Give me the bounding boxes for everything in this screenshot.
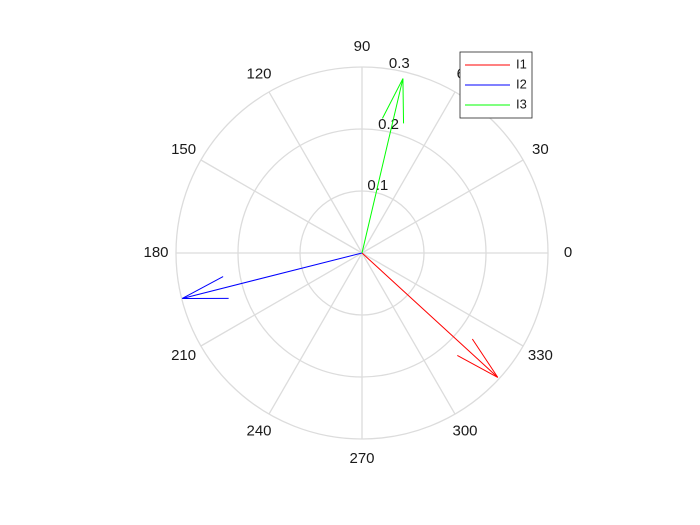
radial-tick-label: 0.3 [389, 55, 410, 72]
spoke-150 [200, 159, 363, 254]
arrow-I3 [361, 78, 405, 254]
legend-label-I1: I1 [516, 56, 527, 71]
legend-label-I2: I2 [516, 76, 527, 91]
arrow-head-I1 [471, 338, 499, 378]
grid-circle-0.3 [175, 66, 549, 440]
angle-tick-label-300: 300 [452, 422, 477, 439]
angle-tick-label-150: 150 [171, 141, 196, 158]
arrow-shaft-I1 [361, 252, 499, 378]
spoke-300 [361, 252, 456, 415]
angle-tick-label-210: 210 [171, 347, 196, 364]
arrow-I2 [182, 252, 363, 299]
grid-circle-0.2 [237, 128, 487, 378]
phasor-arrows [182, 78, 499, 378]
radial-tick-labels: 0.10.20.3 [367, 55, 409, 194]
spoke-120 [268, 91, 363, 254]
spoke-240 [268, 252, 363, 415]
angle-tick-label-330: 330 [528, 347, 553, 364]
angle-tick-label-0: 0 [564, 244, 572, 261]
spoke-60 [361, 91, 456, 254]
angle-tick-label-180: 180 [143, 244, 168, 261]
arrow-shaft-I2 [182, 252, 363, 299]
grid-circle-0.1 [299, 190, 425, 316]
legend-label-I3: I3 [516, 96, 527, 111]
polar-grid [175, 66, 549, 440]
arrow-I1 [361, 252, 499, 378]
arrow-head-I3 [381, 78, 404, 119]
spoke-210 [200, 252, 363, 347]
angle-tick-label-270: 270 [349, 450, 374, 467]
arrow-head-I3 [402, 78, 405, 124]
radial-tick-label: 0.2 [378, 116, 399, 133]
angle-tick-label-90: 90 [354, 38, 371, 55]
arrow-head-I2 [182, 276, 224, 299]
angle-tick-label-120: 120 [246, 66, 271, 83]
angle-tick-label-30: 30 [532, 141, 549, 158]
arrow-shaft-I3 [361, 78, 404, 254]
angle-tick-labels: 0306090120150180210240270300330 [143, 38, 572, 467]
legend: I1 I2 I3 [459, 51, 533, 119]
spoke-30 [361, 159, 524, 254]
spoke-330 [361, 252, 524, 347]
angle-tick-label-240: 240 [246, 422, 271, 439]
arrow-head-I1 [457, 354, 499, 378]
